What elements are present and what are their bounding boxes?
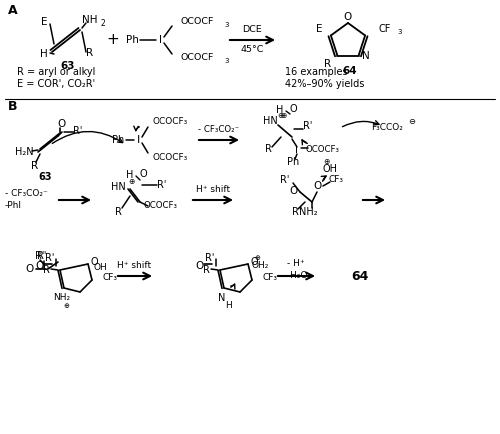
Text: H: H <box>276 105 283 115</box>
Text: O: O <box>344 12 352 22</box>
Text: 3: 3 <box>225 22 229 28</box>
Text: H: H <box>40 49 48 59</box>
Text: N: N <box>362 51 370 61</box>
Text: OCOCF₃: OCOCF₃ <box>143 201 177 210</box>
Text: 16 examples: 16 examples <box>285 67 348 77</box>
Text: OCOCF₃: OCOCF₃ <box>305 145 339 155</box>
Text: I: I <box>158 35 162 45</box>
Text: - H₂O: - H₂O <box>284 272 308 280</box>
Text: R: R <box>32 161 38 171</box>
Text: ⊖: ⊖ <box>408 118 416 126</box>
Text: B: B <box>8 99 18 112</box>
Text: N: N <box>218 293 226 303</box>
Text: I: I <box>136 135 140 145</box>
Text: OCOCF: OCOCF <box>180 17 214 26</box>
Text: 3: 3 <box>398 30 402 36</box>
Text: 3: 3 <box>225 58 229 64</box>
Text: NH₂: NH₂ <box>54 293 70 302</box>
Text: - CF₃CO₂⁻: - CF₃CO₂⁻ <box>5 188 48 197</box>
Text: R': R' <box>36 251 44 261</box>
Text: O: O <box>139 169 147 179</box>
Text: R: R <box>202 265 209 275</box>
Text: O: O <box>196 261 204 271</box>
Text: HN: HN <box>262 116 278 126</box>
Text: ⊕: ⊕ <box>254 255 260 261</box>
Text: CF₃: CF₃ <box>262 273 278 283</box>
Text: 45°C: 45°C <box>240 46 264 55</box>
Text: R: R <box>86 48 94 58</box>
Text: R: R <box>42 265 50 275</box>
Text: - H⁺: - H⁺ <box>287 260 305 269</box>
Text: OCOCF₃: OCOCF₃ <box>152 154 188 162</box>
Text: ⊕: ⊕ <box>323 158 329 167</box>
Text: ⊕: ⊕ <box>128 177 134 185</box>
Text: HN: HN <box>110 182 126 192</box>
Text: 63: 63 <box>38 172 52 182</box>
Text: R: R <box>324 59 331 69</box>
Text: R': R' <box>46 253 54 263</box>
Text: O: O <box>26 264 34 274</box>
Text: E: E <box>41 17 47 27</box>
Text: R: R <box>264 144 272 154</box>
Text: O: O <box>250 257 258 267</box>
Text: 2: 2 <box>100 19 105 27</box>
Text: E: E <box>316 24 322 34</box>
Text: - CF₃CO₂⁻: - CF₃CO₂⁻ <box>198 125 239 135</box>
Text: R = aryl or alkyl: R = aryl or alkyl <box>17 67 96 77</box>
Text: OCOCF: OCOCF <box>180 53 214 62</box>
Text: R: R <box>292 207 298 217</box>
Text: O: O <box>314 181 322 191</box>
Text: -PhI: -PhI <box>5 201 22 210</box>
Text: OH: OH <box>93 263 107 273</box>
Text: 64: 64 <box>342 66 357 76</box>
Text: NH₂: NH₂ <box>298 207 318 217</box>
Text: Ph: Ph <box>287 157 299 167</box>
Text: ⊕: ⊕ <box>277 111 283 119</box>
Text: R': R' <box>206 253 214 263</box>
Text: R: R <box>114 207 121 217</box>
Text: R': R' <box>158 180 166 190</box>
Text: R': R' <box>38 251 46 261</box>
Text: +: + <box>106 33 120 47</box>
Text: H: H <box>126 170 134 180</box>
Text: O: O <box>58 119 66 129</box>
Text: DCE: DCE <box>242 26 262 34</box>
Text: R': R' <box>74 126 82 136</box>
Text: R': R' <box>304 121 312 131</box>
Text: Ph: Ph <box>126 35 138 45</box>
Text: CF₃: CF₃ <box>328 175 344 184</box>
Text: CF: CF <box>379 24 392 34</box>
Text: R': R' <box>280 175 289 185</box>
Text: OCOCF₃: OCOCF₃ <box>152 118 188 126</box>
Text: O: O <box>36 261 44 271</box>
Text: O: O <box>90 257 98 267</box>
Text: E = COR', CO₂R': E = COR', CO₂R' <box>17 79 95 89</box>
Text: H: H <box>224 302 232 310</box>
Text: NH: NH <box>82 15 98 25</box>
Text: 63: 63 <box>61 61 75 71</box>
Text: H₂N: H₂N <box>14 147 34 157</box>
Text: F₃CCO₂: F₃CCO₂ <box>371 122 403 132</box>
Text: 42%–90% yields: 42%–90% yields <box>285 79 364 89</box>
Text: CF₃: CF₃ <box>102 273 118 283</box>
Text: H⁺ shift: H⁺ shift <box>117 262 151 270</box>
Text: OH: OH <box>322 164 338 174</box>
Text: O: O <box>289 186 297 196</box>
Text: ⊕: ⊕ <box>280 111 286 119</box>
Text: Ph: Ph <box>112 135 124 145</box>
Text: ⊕: ⊕ <box>63 303 69 309</box>
Text: O: O <box>289 104 297 114</box>
Text: 64: 64 <box>352 270 368 283</box>
Text: I: I <box>296 145 298 155</box>
Text: H⁺ shift: H⁺ shift <box>196 185 230 194</box>
Text: OH₂: OH₂ <box>252 262 268 270</box>
Text: A: A <box>8 3 18 16</box>
